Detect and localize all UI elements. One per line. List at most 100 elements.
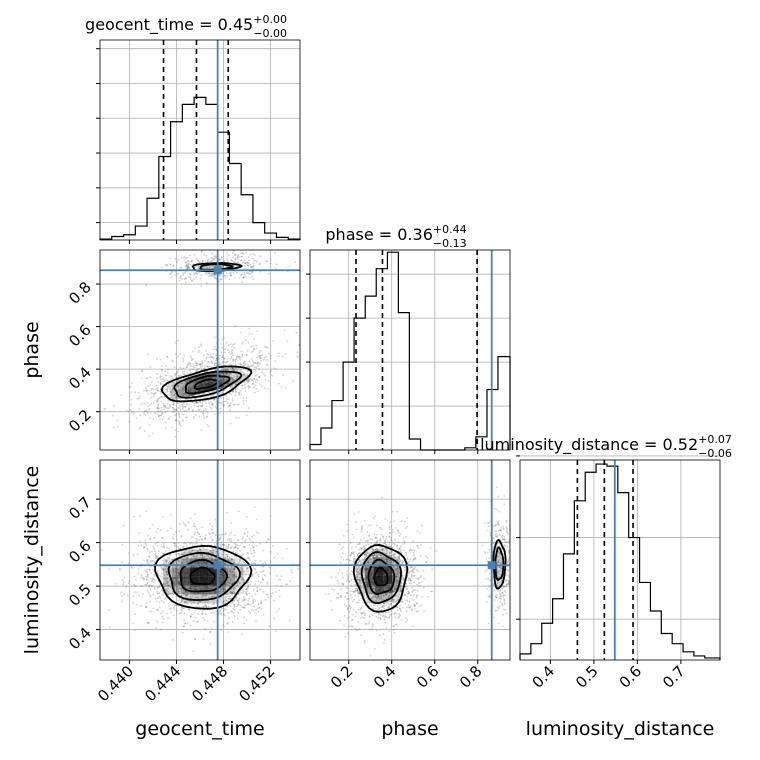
scatter-point bbox=[406, 525, 409, 528]
scatter-point bbox=[240, 252, 243, 255]
scatter-point bbox=[245, 251, 248, 254]
scatter-point bbox=[268, 625, 271, 628]
scatter-point bbox=[247, 567, 249, 570]
scatter-point bbox=[186, 267, 189, 270]
scatter-point bbox=[211, 547, 214, 550]
scatter-point bbox=[197, 601, 200, 603]
scatter-point bbox=[498, 581, 501, 584]
scatter-point bbox=[222, 390, 224, 393]
scatter-point bbox=[389, 541, 391, 543]
scatter-point bbox=[174, 576, 177, 579]
scatter-point bbox=[231, 356, 233, 358]
scatter-point bbox=[226, 623, 229, 625]
density-cell bbox=[181, 567, 191, 577]
scatter-point bbox=[178, 522, 181, 525]
scatter-point bbox=[282, 355, 284, 358]
scatter-point bbox=[201, 260, 204, 262]
scatter-point bbox=[224, 373, 227, 376]
scatter-point bbox=[183, 372, 186, 375]
scatter-point bbox=[194, 360, 197, 363]
scatter-point bbox=[198, 261, 201, 264]
scatter-point bbox=[200, 543, 203, 546]
scatter-point bbox=[184, 622, 187, 625]
scatter-point bbox=[412, 589, 414, 592]
scatter-point bbox=[132, 554, 135, 556]
scatter-point bbox=[178, 416, 181, 418]
scatter-point bbox=[397, 566, 400, 569]
scatter-point bbox=[296, 355, 299, 358]
scatter-point bbox=[185, 416, 187, 419]
scatter-point bbox=[278, 589, 281, 592]
scatter-point bbox=[248, 327, 251, 330]
scatter-point bbox=[222, 377, 225, 380]
scatter-point bbox=[423, 610, 425, 613]
scatter-point bbox=[188, 407, 190, 410]
scatter-point bbox=[261, 570, 264, 573]
scatter-point bbox=[222, 360, 225, 363]
scatter-point bbox=[200, 526, 203, 529]
scatter-point bbox=[146, 401, 149, 404]
scatter-point bbox=[259, 602, 262, 605]
scatter-point bbox=[237, 601, 240, 603]
scatter-point bbox=[245, 619, 248, 622]
scatter-point bbox=[221, 356, 224, 359]
scatter-point bbox=[183, 601, 186, 604]
scatter-point bbox=[338, 568, 341, 571]
scatter-point bbox=[288, 265, 291, 268]
scatter-point bbox=[246, 535, 249, 537]
scatter-point bbox=[192, 556, 195, 558]
scatter-point bbox=[163, 552, 166, 555]
scatter-point bbox=[117, 425, 119, 428]
scatter-point bbox=[163, 396, 166, 398]
scatter-point bbox=[242, 362, 245, 365]
scatter-point bbox=[169, 257, 172, 260]
scatter-point bbox=[403, 549, 405, 551]
scatter-point bbox=[211, 272, 214, 275]
scatter-point bbox=[145, 544, 148, 547]
scatter-point bbox=[186, 416, 189, 419]
scatter-point bbox=[234, 258, 237, 261]
scatter-point bbox=[252, 383, 255, 385]
scatter-point bbox=[214, 413, 216, 416]
scatter-point bbox=[258, 367, 260, 370]
scatter-point bbox=[168, 394, 170, 396]
scatter-point bbox=[210, 394, 213, 397]
scatter-point bbox=[166, 584, 169, 587]
scatter-point bbox=[200, 548, 202, 551]
scatter-point bbox=[222, 272, 225, 275]
scatter-point bbox=[392, 628, 395, 631]
scatter-point bbox=[260, 607, 263, 610]
scatter-point bbox=[164, 421, 167, 424]
scatter-point bbox=[232, 612, 235, 615]
scatter-point bbox=[409, 579, 412, 582]
scatter-point bbox=[259, 362, 261, 365]
scatter-point bbox=[234, 576, 237, 579]
scatter-point bbox=[130, 399, 133, 401]
scatter-point bbox=[235, 391, 238, 394]
scatter-point bbox=[235, 388, 237, 391]
scatter-point bbox=[254, 361, 257, 364]
scatter-point bbox=[162, 516, 165, 518]
panel-1-frame bbox=[99, 459, 301, 661]
scatter-point bbox=[213, 398, 216, 400]
scatter-point bbox=[158, 586, 161, 588]
scatter-point bbox=[182, 593, 185, 595]
scatter-point bbox=[503, 586, 505, 589]
scatter-point bbox=[253, 391, 256, 394]
scatter-point bbox=[183, 278, 186, 280]
scatter-point bbox=[160, 628, 163, 631]
scatter-point bbox=[408, 570, 410, 573]
scatter-point bbox=[206, 415, 209, 418]
scatter-point bbox=[389, 611, 391, 614]
scatter-point bbox=[223, 337, 225, 339]
scatter-point bbox=[135, 585, 137, 588]
scatter-point bbox=[167, 591, 170, 593]
scatter-point bbox=[368, 535, 370, 537]
scatter-point bbox=[207, 361, 209, 364]
scatter-point bbox=[190, 554, 193, 557]
scatter-point bbox=[207, 425, 210, 428]
scatter-point bbox=[222, 600, 225, 603]
scatter-point bbox=[243, 545, 245, 548]
scatter-point bbox=[146, 559, 149, 561]
scatter-point bbox=[207, 272, 210, 275]
